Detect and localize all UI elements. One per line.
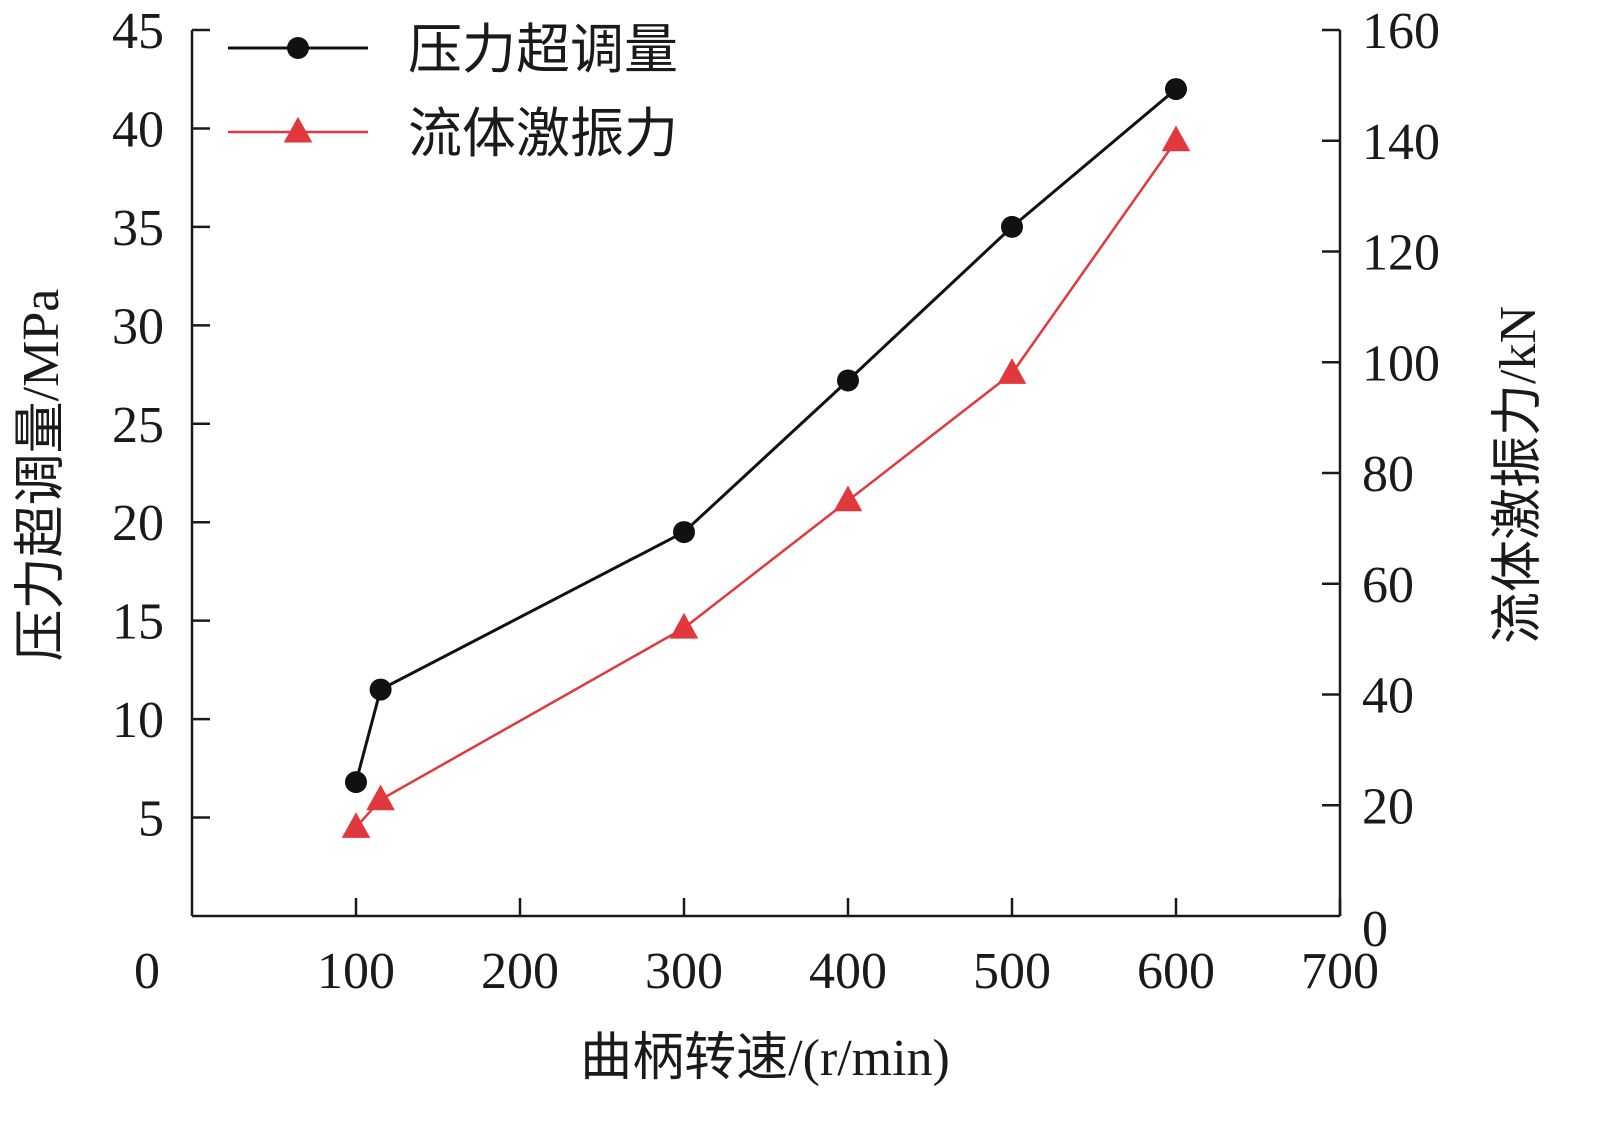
y-left-tick-label: 5 — [138, 791, 164, 848]
y-left-tick-label: 30 — [112, 298, 164, 355]
y-left-axis-label: 压力超调量/MPa — [13, 289, 70, 662]
series-1 — [345, 78, 1187, 794]
y-right-axis-label: 流体激振力/kN — [1490, 306, 1547, 644]
y-right-tick-label: 140 — [1362, 114, 1440, 171]
legend-marker-triangle — [283, 116, 313, 143]
y-left-tick-label: 15 — [112, 594, 164, 651]
x-tick-label: 100 — [317, 943, 395, 1000]
y-left-tick-label: 10 — [112, 692, 164, 749]
y-right-tick-label: 0 — [1362, 901, 1388, 958]
x-tick-label: 700 — [1301, 943, 1379, 1000]
ticks-layer: 0 100 200 300 400 500 600 700 5 10 15 20 25 30 35 40 45 0… — [112, 3, 1440, 1000]
x-tick-label: 200 — [481, 943, 559, 1000]
series-2 — [341, 125, 1191, 838]
data-point-triangle — [833, 485, 863, 512]
y-right-tick-label: 60 — [1362, 557, 1414, 614]
legend-item-2: 流体激振力 — [228, 104, 678, 164]
data-point-triangle — [669, 612, 699, 639]
x-tick-label: 0 — [134, 943, 160, 1000]
y-left-tick-label: 20 — [112, 495, 164, 552]
x-tick-label: 400 — [809, 943, 887, 1000]
series-line — [354, 87, 1177, 783]
y-left-tick-label: 35 — [112, 200, 164, 257]
y-right-tick-label: 160 — [1362, 3, 1440, 60]
y-right-tick-label: 80 — [1362, 446, 1414, 503]
y-right-tick-label: 40 — [1362, 668, 1414, 725]
y-left-tick-label: 40 — [112, 101, 164, 158]
y-left-tick-label: 25 — [112, 397, 164, 454]
x-tick-label: 300 — [645, 943, 723, 1000]
data-point-circle — [1001, 215, 1023, 238]
legend-marker-circle — [287, 37, 309, 59]
data-point-triangle — [366, 784, 395, 811]
data-point-circle — [837, 369, 859, 392]
legend-item-1: 压力超调量 — [228, 20, 678, 80]
y-right-tick-label: 20 — [1362, 778, 1414, 835]
data-point-circle — [345, 771, 367, 794]
y-left-tick-label: 45 — [112, 3, 164, 60]
series-line — [355, 140, 1178, 829]
data-point-triangle — [1161, 125, 1191, 152]
data-point-triangle — [341, 812, 371, 838]
data-point-circle — [369, 678, 392, 701]
data-point-circle — [673, 521, 695, 544]
y-right-tick-label: 100 — [1362, 335, 1440, 392]
y-right-tick-label: 120 — [1362, 225, 1440, 282]
x-tick-label: 600 — [1137, 943, 1215, 1000]
series-layer — [341, 78, 1191, 838]
legend-label: 压力超调量 — [408, 20, 678, 80]
x-axis-label: 曲柄转速/(r/min) — [580, 1030, 950, 1087]
legend-label: 流体激振力 — [408, 104, 678, 164]
x-tick-label: 500 — [973, 943, 1051, 1000]
data-point-triangle — [997, 358, 1027, 384]
data-point-circle — [1165, 78, 1187, 101]
